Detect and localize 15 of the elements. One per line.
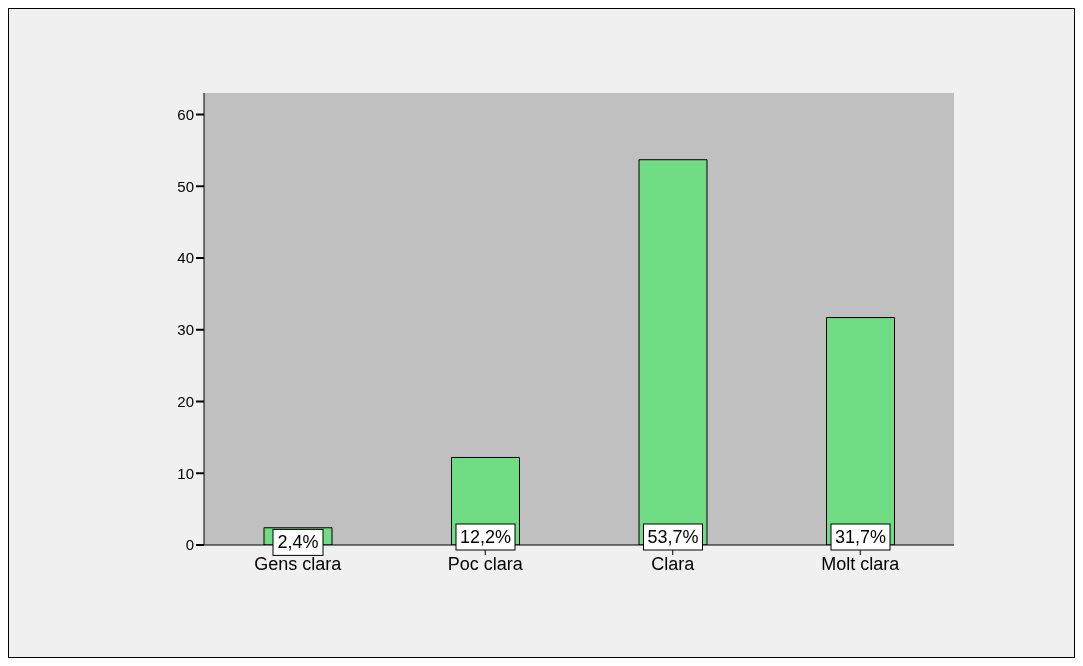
data-label: 2,4% [277, 532, 319, 553]
data-label: 12,2% [459, 527, 512, 547]
data-label: 31,7% [834, 527, 887, 547]
x-tick-label: Molt clara [821, 553, 901, 574]
x-tick-label: Gens clara [254, 553, 343, 574]
x-tick-label: Clara [651, 553, 696, 574]
y-tick-label: 20 [177, 392, 194, 410]
y-tick-label: 40 [177, 249, 194, 267]
y-tick-label: 30 [177, 321, 194, 339]
y-tick-label: 0 [185, 536, 194, 554]
y-tick-label: 10 [177, 464, 194, 482]
x-tick-label: Poc clara [447, 553, 524, 574]
y-tick-label: 60 [177, 105, 194, 123]
data-label: 53,7% [647, 527, 699, 547]
y-tick-label: 50 [177, 177, 194, 195]
